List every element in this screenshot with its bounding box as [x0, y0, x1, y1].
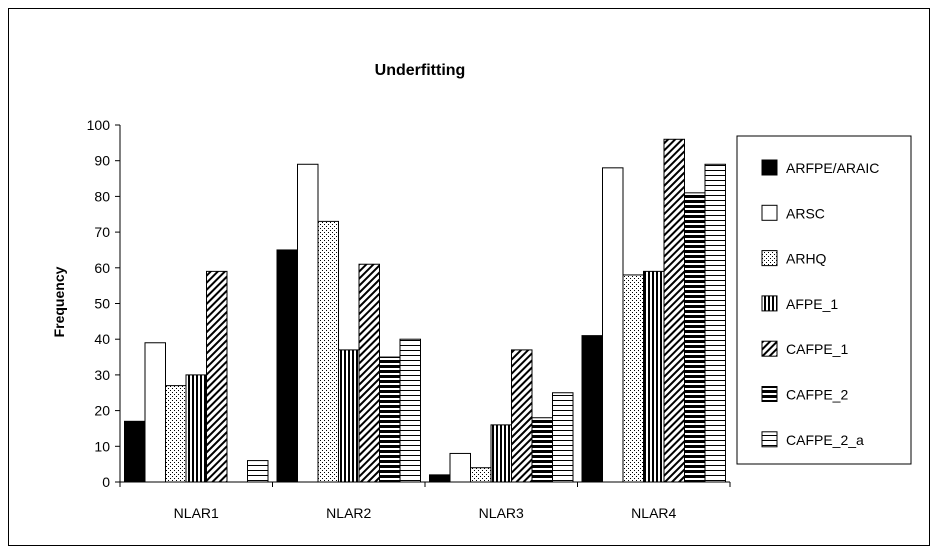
bars [124, 138, 726, 483]
bar [247, 460, 269, 483]
bar [663, 138, 685, 483]
bar [206, 270, 228, 483]
bar [704, 163, 726, 483]
y-tick-label: 10 [94, 438, 110, 454]
bar [449, 452, 471, 483]
y-tick-label: 50 [94, 296, 110, 312]
x-tick-label: NLAR1 [174, 505, 219, 521]
x-tick-label: NLAR2 [326, 505, 371, 521]
x-tick-label: NLAR4 [631, 505, 676, 521]
bar [552, 392, 574, 483]
x-tick-label: NLAR3 [479, 505, 524, 521]
y-tick-label: 30 [94, 367, 110, 383]
bar [338, 349, 360, 483]
bar [581, 335, 603, 483]
legend-label: ARSC [786, 205, 825, 221]
y-tick-label: 0 [102, 474, 110, 490]
bar [379, 356, 401, 483]
y-tick-label: 40 [94, 331, 110, 347]
y-axis-label: Frequency [51, 266, 67, 337]
legend-label: CAFPE_2 [786, 387, 848, 403]
x-axis: NLAR1 NLAR2 NLAR3 NLAR4 [119, 481, 731, 521]
legend-label: CAFPE_2_a [786, 432, 864, 448]
bar [276, 249, 298, 483]
bar [684, 192, 706, 483]
legend-swatch [761, 250, 778, 267]
bar [622, 274, 644, 483]
legend-swatch [761, 295, 778, 312]
legend-swatch [761, 386, 778, 402]
bar [429, 474, 451, 483]
legend: ARFPE/ARAIC ARSC ARHQ AFPE_1 CAFPE_1 CAFPE_2 C… [736, 135, 912, 465]
legend-label: ARFPE/ARAIC [786, 160, 879, 176]
y-axis: 0 10 20 30 40 50 60 70 80 90 100 [87, 117, 121, 490]
bar [531, 417, 553, 483]
legend-swatch [761, 340, 778, 357]
bar [511, 349, 533, 483]
y-tick-label: 90 [94, 153, 110, 169]
bar [399, 338, 421, 483]
y-tick-label: 60 [94, 260, 110, 276]
y-tick-label: 70 [94, 224, 110, 240]
legend-label: ARHQ [786, 251, 827, 267]
y-tick-label: 20 [94, 403, 110, 419]
chart-title: Underfitting [375, 62, 466, 79]
bar [490, 424, 512, 483]
bar [643, 270, 665, 483]
y-tick-label: 100 [87, 117, 111, 133]
legend-swatch [761, 159, 778, 176]
bar [124, 420, 146, 483]
bar [297, 163, 319, 483]
bar [317, 220, 339, 483]
y-tick-label: 80 [94, 188, 110, 204]
bar [602, 167, 624, 483]
bar [185, 374, 207, 483]
legend-swatch [761, 431, 778, 448]
bar [470, 467, 492, 483]
bar [358, 263, 380, 483]
legend-label: CAFPE_1 [786, 341, 848, 357]
legend-swatch [761, 204, 778, 221]
bar [165, 385, 187, 483]
bar [144, 342, 166, 483]
legend-label: AFPE_1 [786, 296, 838, 312]
